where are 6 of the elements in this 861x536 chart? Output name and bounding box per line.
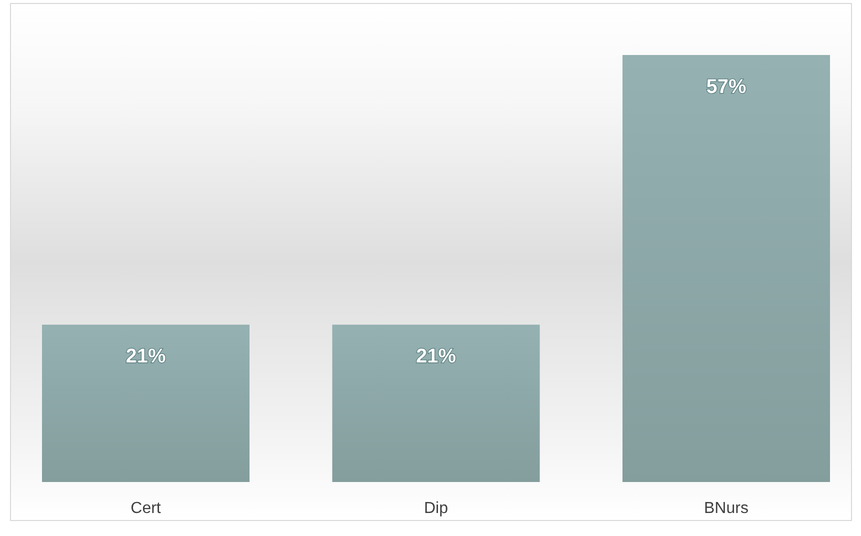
x-tick-label: Dip <box>424 500 448 517</box>
x-tick-label: BNurs <box>704 500 748 517</box>
data-label: 21% <box>416 346 456 368</box>
data-label: 57% <box>706 76 746 98</box>
data-label: 21% <box>126 346 166 368</box>
x-tick-label: Cert <box>130 500 162 517</box>
